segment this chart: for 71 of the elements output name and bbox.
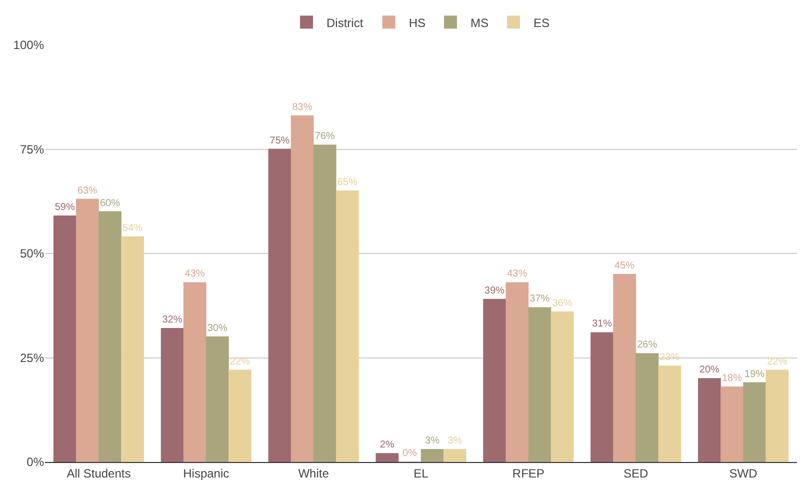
data-label: 22% (230, 356, 250, 368)
bar (636, 353, 659, 462)
data-label: 75% (270, 135, 290, 146)
data-label: 43% (184, 268, 205, 280)
bar (528, 307, 552, 462)
bar (420, 448, 444, 462)
data-label: 31% (592, 318, 612, 330)
bar (121, 236, 144, 462)
data-label: 76% (314, 131, 335, 142)
x-tick-label: EL (414, 466, 429, 480)
bar (766, 370, 789, 462)
bar (290, 115, 314, 462)
data-label: 59% (54, 202, 75, 213)
x-tick-label: White (298, 466, 330, 480)
data-label: 43% (507, 268, 528, 280)
legend-label: ES (534, 16, 550, 30)
bar (376, 453, 399, 462)
x-tick-label: SED (624, 466, 649, 480)
x-tick-label: SWD (729, 466, 758, 480)
data-label: 20% (699, 364, 720, 376)
bar (483, 298, 506, 462)
bar (228, 370, 252, 462)
data-label: 3% (425, 435, 440, 446)
bar (183, 282, 206, 462)
y-tick-label: 75% (20, 142, 44, 156)
legend-label: MS (470, 16, 488, 30)
bar (743, 382, 766, 462)
bar (720, 386, 744, 462)
y-tick-label: 0% (26, 455, 44, 470)
data-label: 65% (337, 176, 358, 188)
data-label: 54% (122, 222, 143, 234)
bar (53, 215, 76, 462)
data-label: 39% (484, 285, 505, 296)
bar (658, 366, 682, 462)
x-tick-label: All Students (66, 466, 131, 480)
data-label: 18% (722, 372, 742, 384)
bar (506, 282, 529, 462)
data-label: 32% (162, 314, 182, 326)
bar (76, 198, 99, 462)
y-tick-label: 25% (20, 350, 44, 365)
data-label: 63% (77, 185, 98, 196)
data-label: 45% (614, 260, 635, 272)
bar (590, 332, 614, 462)
bar (443, 448, 466, 462)
data-label: 30% (207, 322, 228, 334)
y-tick-label: 100% (13, 38, 44, 52)
y-tick-label: 50% (20, 246, 44, 261)
data-label: 22% (767, 356, 788, 368)
bar (313, 144, 336, 462)
legend-label: District (326, 16, 364, 30)
bar (613, 274, 636, 462)
bar (698, 378, 721, 462)
data-label: 83% (292, 102, 312, 113)
data-label: 2% (380, 440, 394, 451)
data-label: 26% (637, 340, 658, 351)
x-tick-label: Hispanic (183, 466, 230, 480)
bar (98, 211, 122, 462)
x-tick-label: RFEP (512, 466, 544, 480)
legend-label: HS (408, 16, 426, 30)
bar (206, 336, 229, 462)
bar (550, 311, 574, 462)
data-label: 36% (552, 298, 572, 309)
bar (336, 190, 359, 462)
data-label: 37% (530, 294, 550, 305)
data-label: 0% (402, 448, 417, 459)
data-label: 60% (100, 198, 120, 209)
bar (160, 328, 184, 462)
data-label: 23% (660, 352, 680, 364)
data-label: 19% (744, 368, 765, 380)
bar (268, 148, 292, 462)
data-label: 3% (448, 435, 462, 446)
